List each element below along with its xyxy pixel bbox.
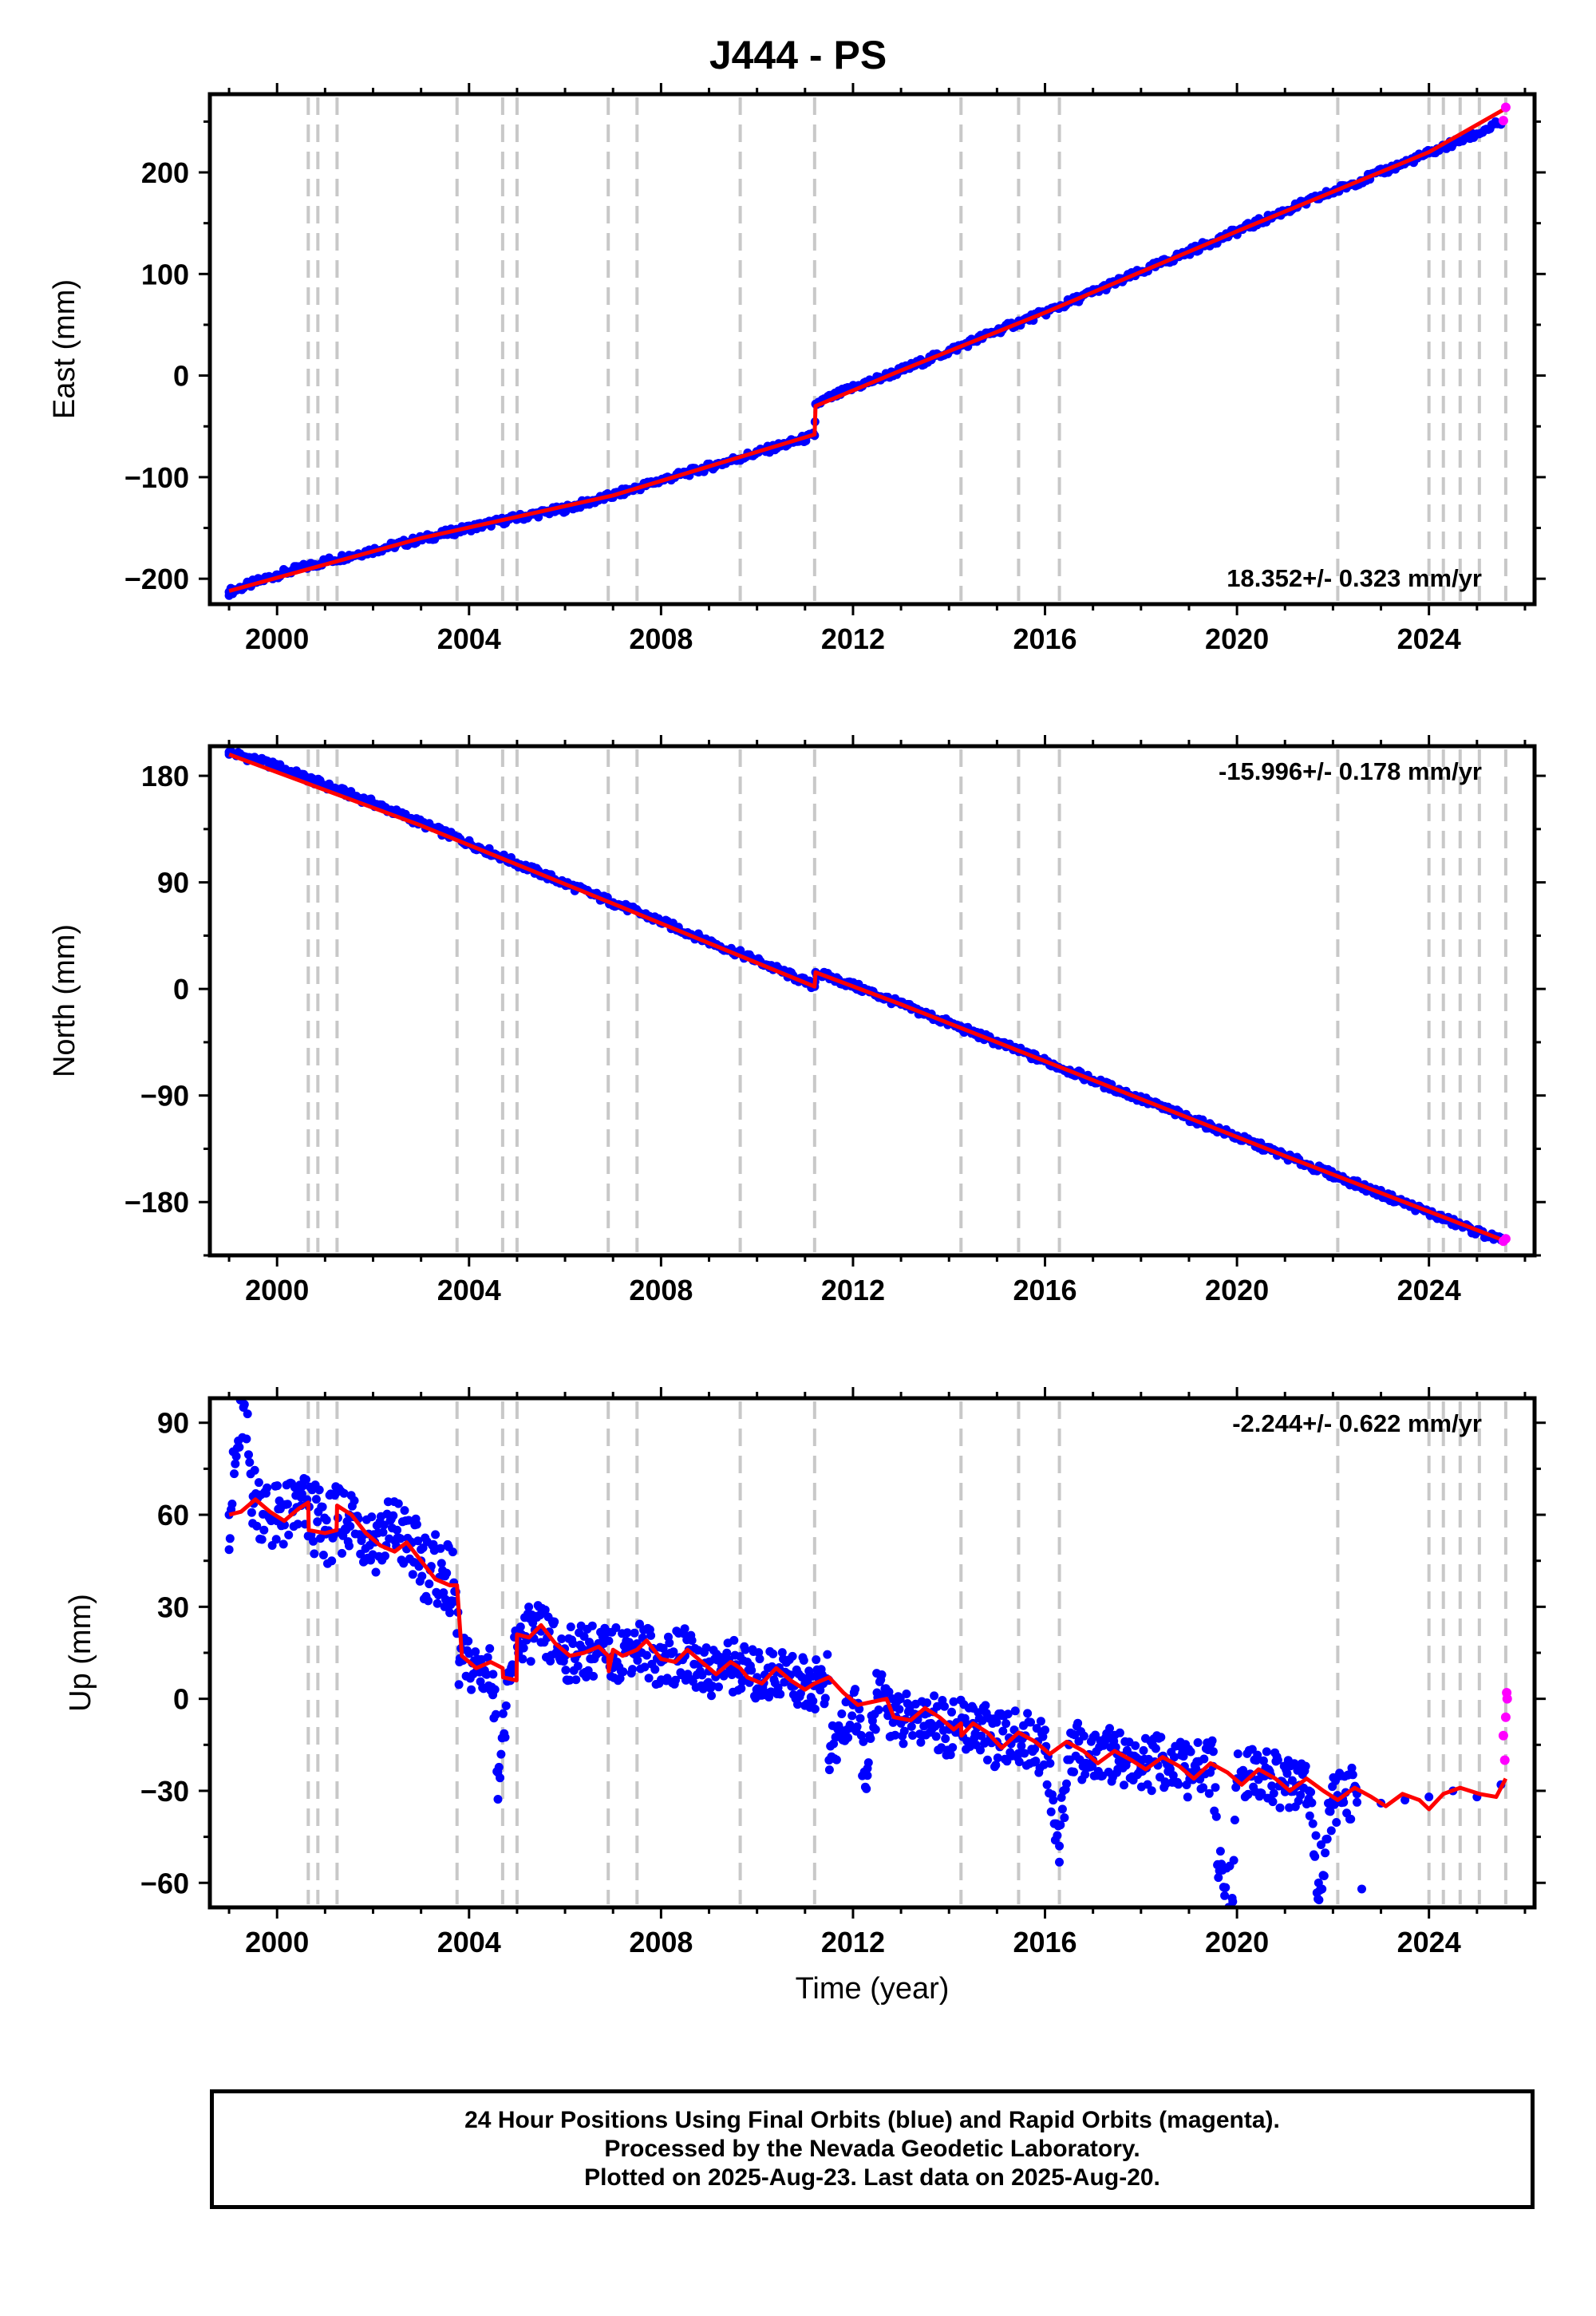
- up-final-point: [896, 1718, 906, 1728]
- east-frame: [207, 92, 1537, 607]
- north-rapid-point: [1500, 1234, 1511, 1244]
- panel-north: 2000 2004 2008 2012 2016 2020 2024 −180 −90 0 90 18…: [48, 735, 1546, 1306]
- east-x-tick-label: 2024: [1397, 622, 1461, 655]
- up-model-line: [228, 1497, 1508, 1812]
- up-final-point: [1213, 1860, 1223, 1869]
- north-final-point: [272, 761, 282, 771]
- east-rapid-point: [1500, 102, 1511, 113]
- up-rate-label: -2.244+/- 0.622 mm/yr: [1232, 1409, 1482, 1437]
- north-rate-label: -15.996+/- 0.178 mm/yr: [1219, 757, 1482, 785]
- up-y-tick-label: 30: [157, 1591, 189, 1623]
- up-rapid-point: [1502, 1694, 1512, 1704]
- up-final-point: [239, 1403, 248, 1413]
- footer-line-2: Processed by the Nevada Geodetic Laborat…: [604, 2136, 1140, 2162]
- up-final-point: [488, 1670, 498, 1679]
- north-x-tick-label: 2020: [1205, 1274, 1269, 1306]
- east-y-tick-label: 200: [141, 156, 189, 189]
- north-x-tick-label: 2000: [245, 1274, 309, 1306]
- footer-line-3: Plotted on 2025-Aug-23. Last data on 202…: [584, 2164, 1160, 2191]
- east-y-tick-label: 100: [141, 258, 189, 290]
- east-rapid-point: [1498, 116, 1508, 126]
- north-model-line: [228, 753, 1507, 1243]
- east-model-line: [228, 106, 1507, 593]
- east-x-tick-label: 2004: [437, 622, 501, 655]
- footer-line-1: 24 Hour Positions Using Final Orbits (bl…: [464, 2107, 1280, 2133]
- up-plot-area: [224, 1398, 1512, 1907]
- up-final-point: [824, 1756, 834, 1765]
- up-final-point: [863, 1771, 872, 1780]
- east-y-tick-label: −200: [124, 563, 189, 595]
- north-x-tick-label: 2016: [1013, 1274, 1077, 1306]
- north-x-tick-label: 2012: [821, 1274, 885, 1306]
- east-y-tick-label: 0: [173, 360, 189, 393]
- east-x-tick-label: 2000: [245, 622, 309, 655]
- chart-title: J444 - PS: [709, 33, 887, 77]
- east-plot-area: [224, 102, 1511, 600]
- panel-east: 2000 2004 2008 2012 2016 2020 2024 −200 −100 0 100…: [48, 83, 1546, 655]
- north-y-axis-label: North (mm): [48, 924, 81, 1077]
- up-y-tick-label: 90: [157, 1407, 189, 1440]
- east-rate-label: 18.352+/- 0.323 mm/yr: [1227, 564, 1482, 592]
- north-x-tick-label: 2004: [437, 1274, 501, 1306]
- north-y-tick-label: 90: [157, 867, 189, 899]
- up-x-tick-label: 2024: [1397, 1926, 1461, 1958]
- up-y-tick-label: 60: [157, 1499, 189, 1531]
- north-y-tick-label: 0: [173, 973, 189, 1006]
- north-x-tick-label: 2008: [629, 1274, 693, 1306]
- east-y-tick-label: −100: [124, 461, 189, 494]
- up-final-point: [1227, 1893, 1237, 1903]
- east-final-points: [224, 117, 1506, 600]
- up-final-point: [393, 1525, 402, 1535]
- up-final-point: [1357, 1884, 1366, 1894]
- east-x-tick-label: 2008: [629, 622, 693, 655]
- up-rapid-point: [1500, 1712, 1511, 1722]
- up-final-point: [800, 1678, 810, 1688]
- east-x-tick-label: 2016: [1013, 622, 1077, 655]
- up-y-tick-label: 0: [173, 1683, 189, 1716]
- up-x-axis-label: Time (year): [796, 1972, 950, 2006]
- up-final-point: [455, 1658, 464, 1667]
- up-final-points: [224, 1398, 1362, 1907]
- up-x-tick-label: 2004: [437, 1926, 501, 1958]
- up-final-point: [1304, 1786, 1314, 1796]
- north-y-tick-label: −90: [140, 1080, 189, 1113]
- up-final-point: [872, 1688, 882, 1697]
- up-x-tick-label: 2012: [821, 1926, 885, 1958]
- east-x-tick-label: 2020: [1205, 622, 1269, 655]
- up-final-point: [1314, 1878, 1323, 1887]
- east-x-tick-label: 2012: [821, 622, 885, 655]
- north-y-tick-label: −180: [124, 1186, 189, 1219]
- up-x-tick-label: 2016: [1013, 1926, 1077, 1958]
- up-frame: [207, 1396, 1537, 1910]
- up-x-tick-label: 2020: [1205, 1926, 1269, 1958]
- north-frame: [207, 744, 1537, 1258]
- north-x-tick-label: 2024: [1397, 1274, 1461, 1306]
- up-x-tick-label: 2000: [245, 1926, 309, 1958]
- up-final-point: [440, 1571, 450, 1581]
- up-y-tick-label: −30: [140, 1775, 189, 1808]
- up-final-point: [1055, 1841, 1065, 1851]
- up-y-axis-label: Up (mm): [64, 1594, 97, 1712]
- north-plot-area: [224, 746, 1511, 1247]
- footer-box: 24 Hour Positions Using Final Orbits (bl…: [210, 2089, 1535, 2209]
- up-final-point: [1400, 1795, 1410, 1804]
- north-y-tick-label: 180: [141, 760, 189, 792]
- panel-up: 2000 2004 2008 2012 2016 2020 2024 −60 −30 0 30 60 9…: [64, 1387, 1546, 2006]
- east-y-axis-label: East (mm): [48, 279, 81, 419]
- up-rapid-point: [1498, 1730, 1508, 1741]
- up-x-tick-label: 2008: [629, 1926, 693, 1958]
- up-final-point: [1424, 1792, 1434, 1802]
- up-final-point: [493, 1768, 503, 1777]
- up-rapid-point: [1499, 1755, 1510, 1765]
- up-y-tick-label: −60: [140, 1867, 189, 1899]
- east-final-point: [1472, 129, 1482, 139]
